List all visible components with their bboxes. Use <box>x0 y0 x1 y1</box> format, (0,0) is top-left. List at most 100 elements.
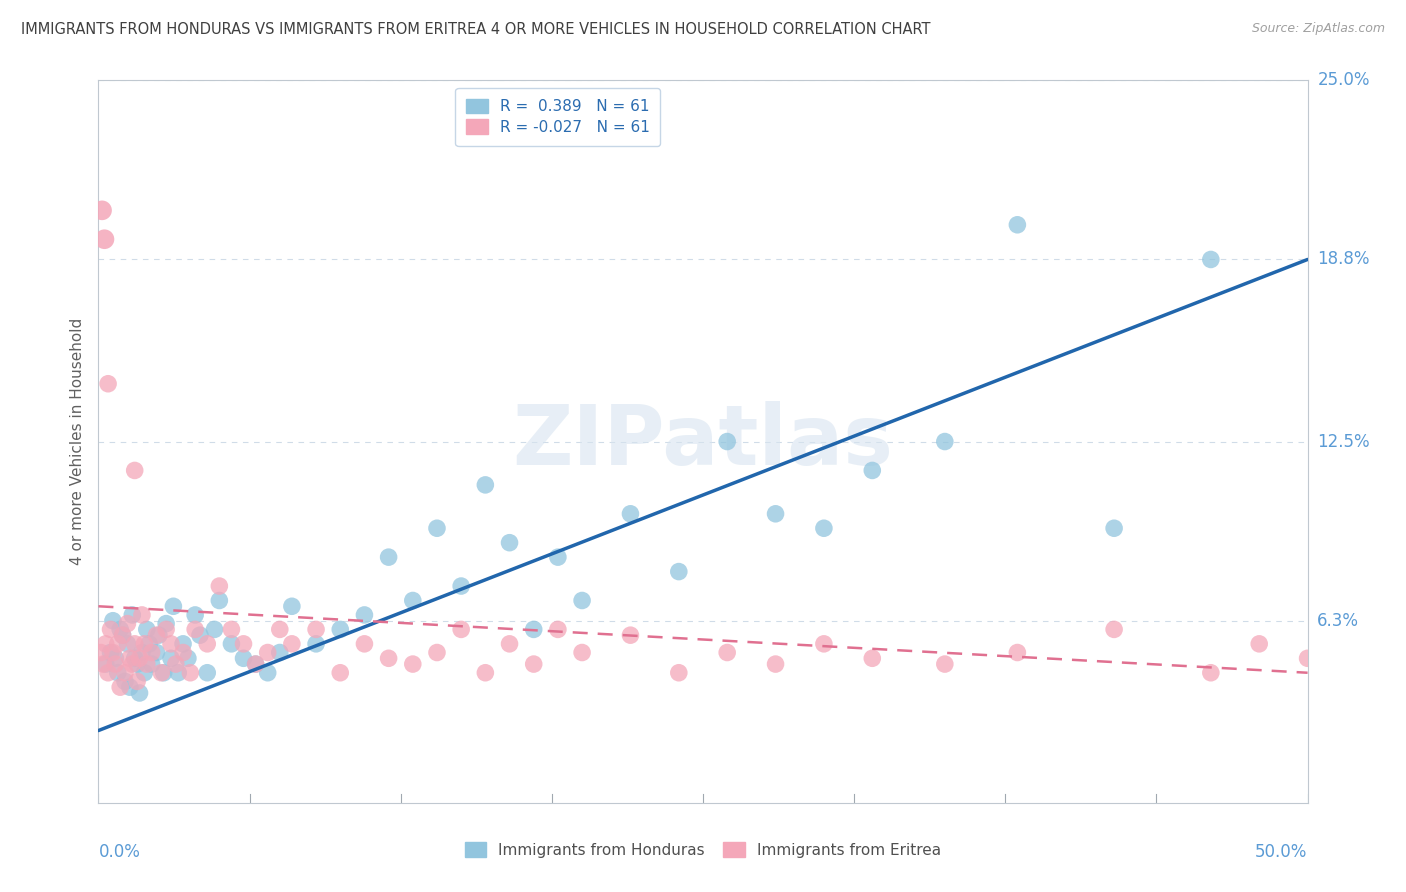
Point <box>377 651 399 665</box>
Legend: Immigrants from Honduras, Immigrants from Eritrea: Immigrants from Honduras, Immigrants fro… <box>458 836 948 863</box>
Point <box>204 623 226 637</box>
Point <box>668 665 690 680</box>
Point <box>221 623 243 637</box>
Point <box>402 657 425 671</box>
Text: 25.0%: 25.0% <box>1317 71 1369 89</box>
Point <box>402 593 425 607</box>
Point <box>162 599 184 614</box>
Point <box>269 646 291 660</box>
Point <box>1199 665 1222 680</box>
Point <box>860 463 883 477</box>
Point <box>184 607 207 622</box>
Point <box>269 623 291 637</box>
Point <box>571 646 593 660</box>
Point <box>765 657 787 671</box>
Point <box>619 507 641 521</box>
Point <box>860 651 883 665</box>
Point <box>329 623 352 637</box>
Point <box>124 651 146 665</box>
Point <box>90 646 112 660</box>
Point <box>195 637 218 651</box>
Point <box>523 657 546 671</box>
Point <box>571 593 593 607</box>
Point <box>111 628 134 642</box>
Point <box>716 434 738 449</box>
Point <box>117 616 139 631</box>
Point <box>135 657 157 671</box>
Point <box>118 651 141 665</box>
Point <box>179 665 201 680</box>
Point <box>256 646 278 660</box>
Point <box>245 657 267 671</box>
Point <box>450 623 472 637</box>
Point <box>498 637 520 651</box>
Point <box>377 550 399 565</box>
Point <box>97 376 120 391</box>
Point <box>160 651 183 665</box>
Point <box>104 657 127 671</box>
Point <box>1296 651 1319 665</box>
Point <box>127 674 149 689</box>
Point <box>523 623 546 637</box>
Text: 18.8%: 18.8% <box>1317 251 1369 268</box>
Point <box>208 579 231 593</box>
Text: 50.0%: 50.0% <box>1256 843 1308 861</box>
Point <box>1249 637 1271 651</box>
Point <box>1007 218 1029 232</box>
Point <box>97 665 120 680</box>
Point <box>160 637 183 651</box>
Point <box>208 593 231 607</box>
Point <box>474 665 496 680</box>
Point <box>124 637 146 651</box>
Point <box>547 623 569 637</box>
Point <box>104 651 127 665</box>
Point <box>167 665 190 680</box>
Point <box>188 628 211 642</box>
Point <box>114 674 136 689</box>
Point <box>134 665 156 680</box>
Point <box>117 637 139 651</box>
Point <box>135 623 157 637</box>
Point <box>124 463 146 477</box>
Point <box>155 623 177 637</box>
Point <box>474 478 496 492</box>
Point <box>1007 646 1029 660</box>
Point <box>150 665 173 680</box>
Point <box>305 623 328 637</box>
Point <box>426 521 449 535</box>
Point <box>145 628 167 642</box>
Point <box>101 646 124 660</box>
Text: Source: ZipAtlas.com: Source: ZipAtlas.com <box>1251 22 1385 36</box>
Point <box>118 680 141 694</box>
Point <box>107 637 129 651</box>
Point <box>426 646 449 660</box>
Point <box>93 232 115 246</box>
Point <box>934 434 956 449</box>
Point <box>134 637 156 651</box>
Point <box>152 665 174 680</box>
Point <box>353 637 375 651</box>
Point <box>813 521 835 535</box>
Point <box>131 607 153 622</box>
Point <box>232 637 254 651</box>
Point <box>111 628 134 642</box>
Point <box>1199 252 1222 267</box>
Point <box>668 565 690 579</box>
Point <box>281 637 304 651</box>
Point <box>141 646 163 660</box>
Point <box>245 657 267 671</box>
Point <box>91 203 114 218</box>
Y-axis label: 4 or more Vehicles in Household: 4 or more Vehicles in Household <box>69 318 84 566</box>
Point <box>128 686 150 700</box>
Point <box>128 651 150 665</box>
Point <box>138 637 160 651</box>
Point <box>547 550 569 565</box>
Point <box>165 657 187 671</box>
Point <box>934 657 956 671</box>
Point <box>256 665 278 680</box>
Point <box>177 651 200 665</box>
Point <box>148 628 170 642</box>
Text: 0.0%: 0.0% <box>98 843 141 861</box>
Point <box>450 579 472 593</box>
Point <box>716 646 738 660</box>
